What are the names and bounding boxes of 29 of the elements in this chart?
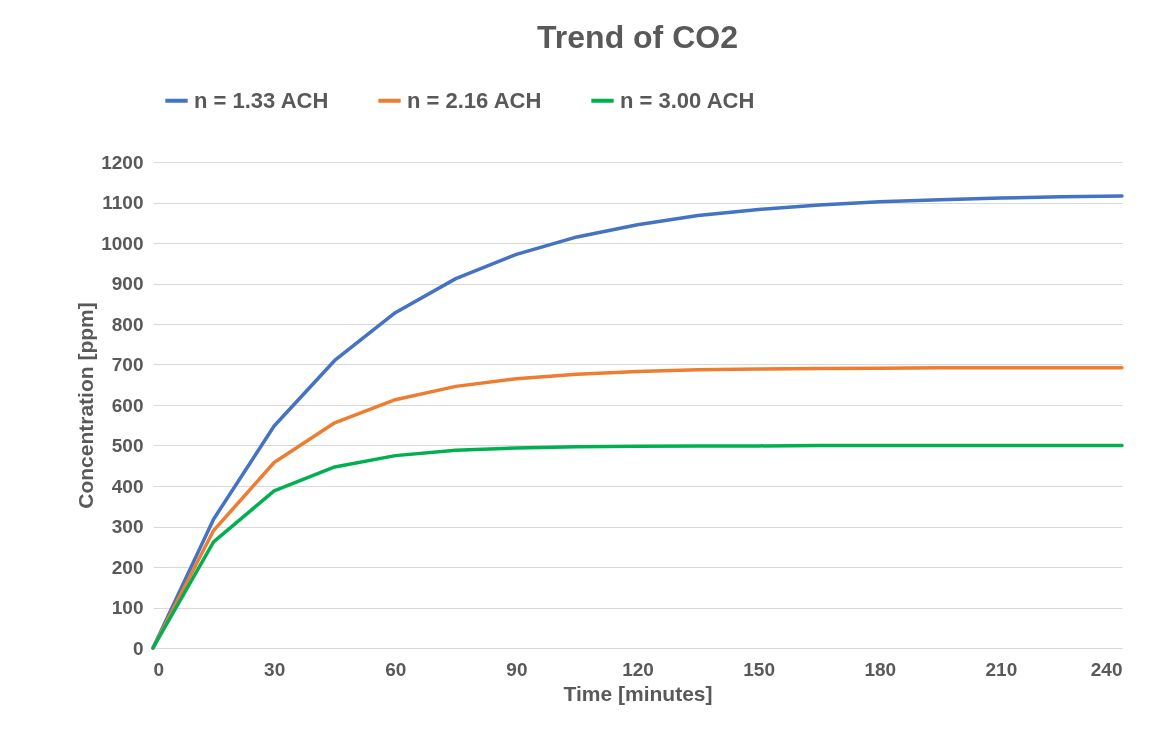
x-tick-label: 0: [153, 658, 165, 680]
y-tick-label: 400: [111, 475, 144, 497]
x-tick-label: 120: [622, 658, 654, 680]
x-tick-label: 30: [264, 658, 286, 680]
chart-title: Trend of CO2: [537, 19, 738, 55]
legend-label: n = 2.16 ACH: [407, 87, 542, 113]
y-tick-label: 200: [111, 556, 144, 578]
y-tick-label: 700: [111, 354, 144, 375]
line-series: [151, 443, 1124, 650]
x-tick-label: 180: [864, 658, 897, 680]
y-tick-label: 100: [111, 597, 144, 618]
x-tick-label: 150: [743, 658, 775, 680]
y-tick-label: 500: [111, 435, 144, 456]
legend-label: n = 3.00 ACH: [620, 87, 755, 113]
y-tick-label: 1200: [101, 151, 144, 173]
x-tick-label: 90: [506, 658, 528, 680]
y-tick-label: 1100: [102, 192, 144, 213]
y-tick-label: 1000: [101, 232, 144, 254]
x-axis-title: Time [minutes]: [563, 681, 713, 705]
y-tick-label: 900: [111, 273, 144, 294]
x-tick-label: 240: [1090, 658, 1123, 680]
y-axis-title: Concentration [ppm]: [74, 302, 98, 509]
x-tick-label: 210: [985, 658, 1018, 680]
x-tick-label: 60: [385, 658, 407, 680]
legend-label: n = 1.33 ACH: [194, 87, 329, 113]
y-tick-label: 0: [132, 637, 144, 659]
y-tick-label: 300: [111, 516, 144, 537]
y-tick-label: 800: [111, 313, 144, 335]
y-tick-label: 600: [111, 394, 144, 416]
